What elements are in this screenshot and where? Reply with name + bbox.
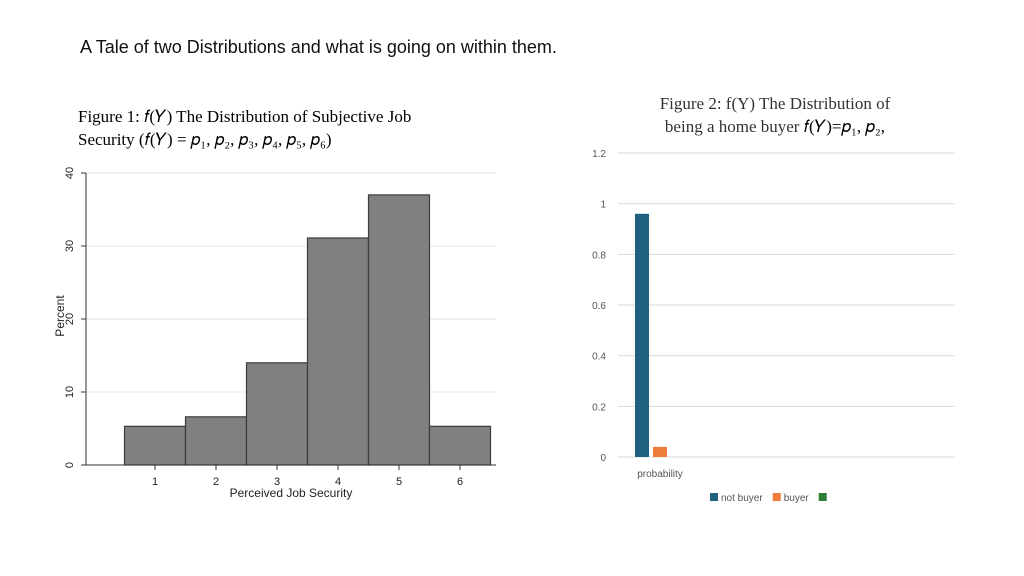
- chart1-ytick-label: 10: [64, 386, 76, 398]
- chart1-xtick-label: 5: [396, 476, 402, 488]
- chart2-bar-buyer: [653, 446, 667, 457]
- figure2-caption: Figure 2: f(Y) The Distribution of being…: [610, 92, 940, 138]
- chart2-legend-label: not buyer: [721, 493, 763, 504]
- figure1-caption: Figure 1: 𝑓(𝑌) The Distribution of Subje…: [78, 105, 498, 151]
- chart1-ytick-label: 20: [64, 313, 76, 325]
- chart1-ytick-label: 40: [64, 167, 76, 179]
- figure1-caption-line2: Security (𝑓(𝑌) = 𝑝₁, 𝑝₂, 𝑝₃, 𝑝₄, 𝑝₅, 𝑝₆): [78, 130, 332, 149]
- chart2-ytick-label: 0.4: [592, 352, 606, 363]
- chart2-legend-label: buyer: [784, 493, 810, 504]
- chart2-ytick-label: 1.2: [592, 149, 606, 160]
- figure1-caption-line1: Figure 1: 𝑓(𝑌) The Distribution of Subje…: [78, 107, 412, 126]
- chart2-bar-not-buyer: [635, 213, 649, 457]
- chart1-ylabel: Percent: [53, 295, 67, 337]
- chart2-ytick-label: 0.6: [592, 301, 606, 312]
- chart1-bar: [306, 237, 370, 466]
- slide-title: A Tale of two Distributions and what is …: [80, 37, 557, 57]
- figure2-caption-line1: Figure 2: f(Y) The Distribution of: [659, 94, 891, 113]
- figure2-caption-text: being a home buyer: [664, 117, 804, 136]
- chart1-xtick-label: 3: [274, 476, 280, 488]
- chart1-ytick-label: 0: [64, 462, 76, 468]
- chart2-ytick-label: 1: [600, 200, 606, 211]
- chart1-ytick-label: 30: [64, 240, 76, 252]
- figure2-caption-line2: being a home buyer 𝑓(𝑌)=𝑝₁, 𝑝₂,: [610, 115, 940, 138]
- chart1-xlabel: Perceived Job Security: [230, 486, 353, 500]
- chart1-xtick-label: 1: [152, 476, 158, 488]
- chart1-bar: [184, 416, 248, 466]
- figure2-caption-math: 𝑓(𝑌)=𝑝₁, 𝑝₂,: [803, 117, 886, 136]
- chart2-ytick-label: 0.2: [592, 402, 606, 413]
- chart1-xtick-label: 6: [457, 476, 463, 488]
- chart2-ytick-label: 0: [600, 453, 606, 464]
- chart1-xtick-label: 2: [213, 476, 219, 488]
- chart1-xtick-label: 4: [335, 476, 341, 488]
- chart2-legend-swatch: [710, 493, 718, 501]
- chart2-category-label: probability: [637, 469, 683, 480]
- chart1-bar: [428, 425, 492, 466]
- chart2-legend-swatch: [818, 493, 827, 501]
- chart1-bar: [367, 194, 431, 466]
- chart2-legend-swatch: [772, 493, 781, 501]
- chart2-ytick-label: 0.8: [592, 250, 606, 261]
